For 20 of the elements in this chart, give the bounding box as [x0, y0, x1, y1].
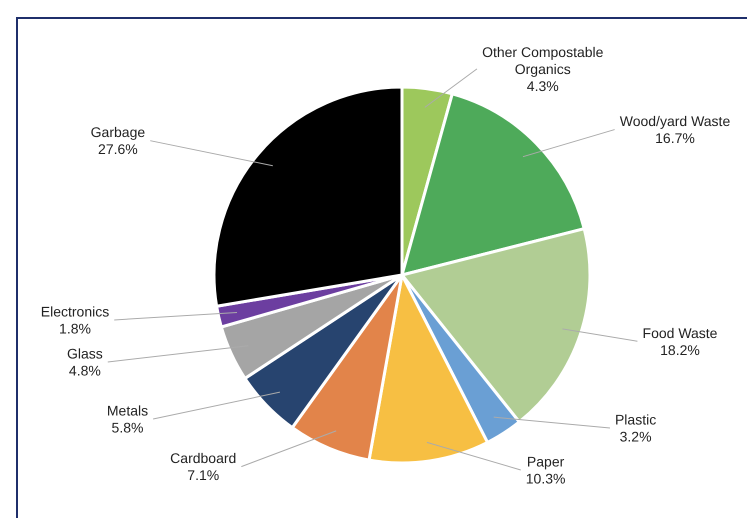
- slice-label: Food Waste: [642, 324, 718, 341]
- data-label: 10.3%: [526, 470, 566, 486]
- slice-label: Electronics: [40, 303, 110, 320]
- data-label: 4.3%: [526, 78, 559, 94]
- slice-label: Paper: [526, 454, 565, 470]
- slice-label: Cardboard: [170, 450, 236, 466]
- data-label: 5.8%: [112, 420, 144, 436]
- data-label: 18.2%: [660, 342, 700, 358]
- data-label: 7.1%: [187, 467, 220, 484]
- slice-label: Wood/yard Waste: [620, 113, 730, 130]
- slice-label: Plastic: [614, 412, 656, 428]
- data-label: 3.2%: [620, 428, 652, 444]
- slice-label: Garbage: [90, 124, 146, 140]
- slice-label: Metals: [106, 402, 148, 419]
- data-label: 4.8%: [68, 362, 101, 378]
- slice-label: Other Compostable Organics: [482, 44, 604, 77]
- data-label: 1.8%: [59, 320, 91, 336]
- data-label: 16.7%: [655, 130, 695, 146]
- data-label: 27.6%: [98, 141, 138, 158]
- slice-label: Glass: [66, 345, 103, 362]
